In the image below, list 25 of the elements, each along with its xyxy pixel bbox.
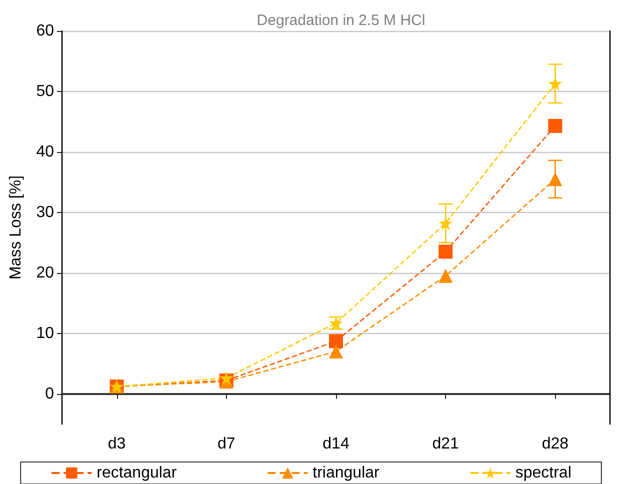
y-tick-label: 40 xyxy=(36,143,54,160)
point xyxy=(329,344,343,358)
point xyxy=(329,334,343,348)
y-tick-label: 50 xyxy=(36,82,54,100)
y-axis-title: Mass Loss [%] xyxy=(8,175,24,280)
point xyxy=(438,268,453,283)
point xyxy=(438,244,453,259)
y-tick-label: 60 xyxy=(36,22,54,40)
x-tick-label: d14 xyxy=(322,436,350,452)
x-tick-label: d28 xyxy=(542,436,569,452)
legend-label: rectangular xyxy=(96,464,178,482)
y-tick-label: 20 xyxy=(36,264,54,282)
point xyxy=(548,76,562,91)
y-tick-label: 0 xyxy=(45,385,54,402)
point xyxy=(548,118,562,133)
x-tick-label: d3 xyxy=(108,436,126,452)
point xyxy=(438,216,453,230)
chart-title: Degradation in 2.5 M HCl xyxy=(256,12,426,29)
legend-label: triangular xyxy=(312,464,380,482)
x-tick-label: d21 xyxy=(432,436,460,452)
point xyxy=(548,172,562,186)
x-tick-label: d7 xyxy=(218,436,236,452)
y-tick-label: 30 xyxy=(36,204,54,221)
y-tick-label: 10 xyxy=(36,324,54,342)
legend-label: spectral xyxy=(515,464,572,482)
